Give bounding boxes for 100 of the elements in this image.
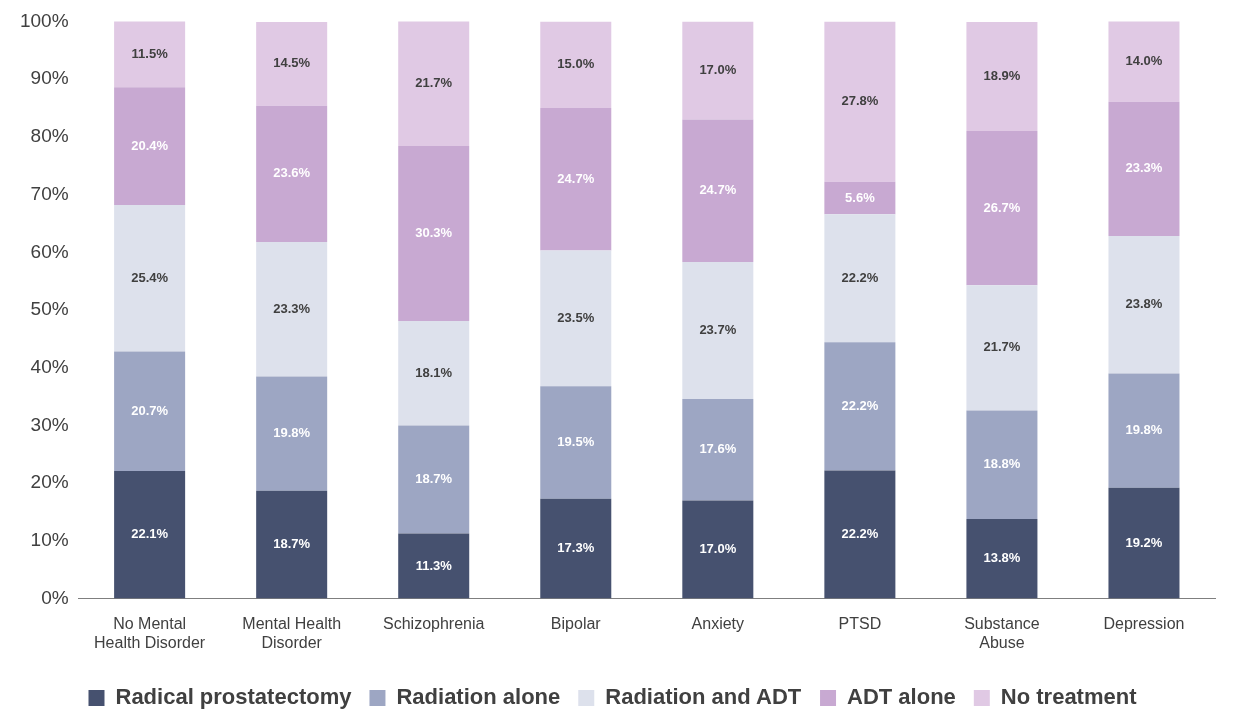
bar [114,87,186,205]
data-label: 19.2% [1125,534,1163,550]
data-label: 15.0% [557,56,595,72]
bar [824,214,896,343]
bar [398,21,470,147]
bar [682,21,754,120]
bar [966,131,1038,286]
y-tick-label: 60% [30,240,69,262]
data-label: 27.8% [841,93,879,109]
legend-label: Radical prostatectomy [115,684,353,710]
bar [966,21,1038,132]
data-label: 11.5% [131,45,169,61]
x-tick-label: Schizophrenia [383,614,485,632]
data-label: 23.3% [1125,160,1163,176]
data-label: 11.3% [415,557,453,573]
y-tick-label: 50% [30,298,69,320]
data-label: 17.6% [699,441,737,457]
x-tick-label: Bipolar [550,614,602,632]
data-label: 30.3% [415,225,453,241]
x-tick-label: No Mental Health Disorder [94,614,206,651]
legend-label: Radiation alone [396,684,561,710]
data-label: 24.7% [699,182,737,198]
data-label: 21.7% [983,339,1021,355]
bar [966,518,1038,599]
bar [540,107,612,251]
bar [682,500,754,599]
data-label: 5.6% [845,189,876,205]
bar [1108,373,1180,488]
y-tick-label: 30% [30,413,69,435]
legend-label: ADT alone [847,684,956,710]
x-tick-label: Anxiety [691,614,745,632]
data-label: 23.8% [1125,296,1163,312]
bar [682,398,754,501]
data-label: 18.7% [273,536,311,552]
data-label: 21.7% [415,75,453,91]
data-label: 19.8% [1125,422,1163,438]
data-label: 18.7% [415,470,453,486]
x-tick-label: PTSD [838,614,882,632]
data-label: 25.4% [131,269,169,285]
bar [540,250,612,387]
data-label: 20.4% [131,137,169,153]
data-label: 23.5% [557,309,595,325]
data-label: 23.3% [273,300,311,316]
bar [1108,487,1180,599]
data-label: 18.9% [983,68,1021,84]
data-label: 14.5% [273,55,311,71]
y-tick-label: 10% [30,529,69,551]
bar [540,21,612,108]
bar [398,320,470,426]
legend-label: Radiation and ADT [605,684,802,710]
bar [256,376,328,491]
y-tick-label: 0% [41,586,69,608]
data-label: 14.0% [1125,52,1163,68]
bar [824,21,896,182]
data-label: 17.0% [699,62,737,78]
bar [256,21,328,106]
bar [256,490,328,599]
bar [966,410,1038,519]
bar [682,119,754,263]
bar [824,181,896,215]
data-label: 20.7% [131,402,169,418]
data-label: 22.2% [841,269,879,285]
bar [114,204,186,352]
data-label: 22.2% [841,526,879,542]
data-label: 22.2% [841,397,879,413]
bar [824,470,896,599]
x-tick-label: Mental Health Disorder [242,614,342,651]
bar [114,471,186,599]
bar [1108,236,1180,374]
y-tick-label: 80% [30,125,69,147]
bar [682,262,754,399]
data-label: 22.1% [131,526,169,542]
bar [540,386,612,499]
legend-label: No treatment [1000,684,1138,710]
bar [540,498,612,599]
bar [114,21,186,88]
data-label: 24.7% [557,170,595,186]
data-label: 19.8% [273,425,311,441]
bar [114,351,186,472]
bar [256,241,328,377]
data-label: 13.8% [983,550,1021,566]
bar [966,285,1038,411]
y-tick-label: 100% [19,9,69,31]
y-tick-label: 40% [30,355,69,377]
y-tick-label: 70% [30,182,69,204]
x-tick-label: Depression [1103,614,1185,632]
data-label: 23.6% [273,165,311,181]
data-label: 18.1% [415,364,453,380]
bar [1108,101,1180,237]
data-label: 23.7% [699,322,737,338]
bar [398,425,470,534]
data-label: 17.0% [699,541,737,557]
y-tick-label: 20% [30,471,69,493]
data-label: 19.5% [557,434,595,450]
bar [824,342,896,471]
x-tick-label: Substance Abuse [964,614,1040,651]
bar [256,105,328,242]
data-label: 26.7% [983,199,1021,215]
y-tick-label: 90% [30,67,69,89]
data-label: 17.3% [557,540,595,556]
